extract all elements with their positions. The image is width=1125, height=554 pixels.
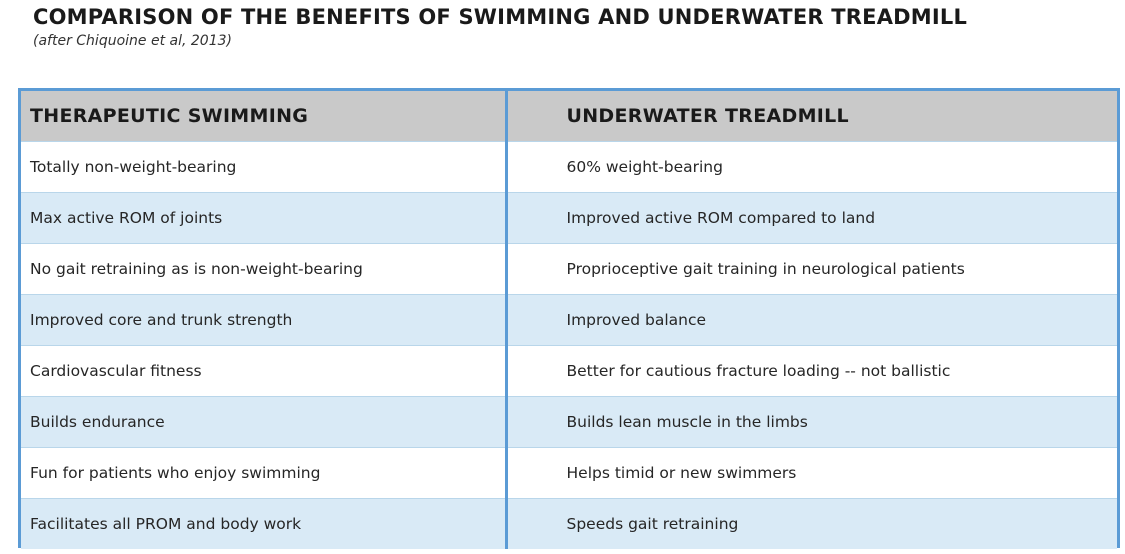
swimming-cell: Facilitates all PROM and body work [21,498,506,549]
treadmill-cell: 60% weight-bearing [504,141,1117,193]
table-row: Builds endurance Builds lean muscle in t… [21,396,1117,448]
swimming-cell: Fun for patients who enjoy swimming [21,447,506,499]
swimming-cell: Improved core and trunk strength [21,294,506,346]
swimming-cell: Cardiovascular fitness [21,345,506,397]
table-row: Max active ROM of joints Improved active… [21,192,1117,244]
treadmill-cell: Better for cautious fracture loading -- … [504,345,1117,397]
treadmill-cell: Proprioceptive gait training in neurolog… [504,243,1117,295]
treadmill-cell: Improved balance [504,294,1117,346]
column-header-treadmill: UNDERWATER TREADMILL [504,91,1117,142]
swimming-cell: Totally non-weight-bearing [21,141,506,193]
table-row: Totally non-weight-bearing 60% weight-be… [21,141,1117,193]
table-row: Facilitates all PROM and body work Speed… [21,498,1117,549]
page-subtitle: (after Chiquoine et al, 2013) [33,33,232,49]
treadmill-cell: Speeds gait retraining [504,498,1117,549]
comparison-table-container: THERAPEUTIC SWIMMING UNDERWATER TREADMIL… [18,88,1120,549]
treadmill-cell: Helps timid or new swimmers [504,447,1117,499]
swimming-cell: Max active ROM of joints [21,192,506,244]
table-row: Fun for patients who enjoy swimming Help… [21,447,1117,499]
table-header-row: THERAPEUTIC SWIMMING UNDERWATER TREADMIL… [21,91,1117,142]
table-row: No gait retraining as is non-weight-bear… [21,243,1117,295]
swimming-cell: No gait retraining as is non-weight-bear… [21,243,506,295]
table-row: Improved core and trunk strength Improve… [21,294,1117,346]
treadmill-cell: Builds lean muscle in the limbs [504,396,1117,448]
table-row: Cardiovascular fitness Better for cautio… [21,345,1117,397]
comparison-table: THERAPEUTIC SWIMMING UNDERWATER TREADMIL… [21,91,1117,549]
page-title: COMPARISON OF THE BENEFITS OF SWIMMING A… [33,5,968,29]
column-header-swimming: THERAPEUTIC SWIMMING [21,91,506,142]
swimming-cell: Builds endurance [21,396,506,448]
treadmill-cell: Improved active ROM compared to land [504,192,1117,244]
